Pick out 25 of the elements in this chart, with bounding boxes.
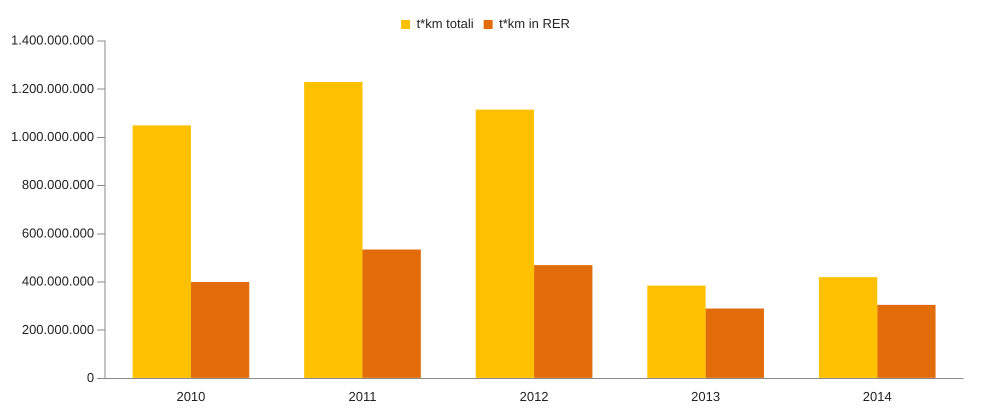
bar	[647, 286, 706, 378]
y-tick-label: 400.000.000	[22, 274, 94, 289]
y-tick-label: 800.000.000	[22, 177, 94, 192]
bar	[706, 308, 764, 378]
legend-label: t*km in RER	[499, 16, 570, 32]
y-tick-label: 0	[86, 370, 94, 385]
bar	[304, 82, 362, 378]
bar	[132, 125, 191, 378]
bar	[190, 282, 250, 378]
y-tick-label: 1.000.000.000	[10, 128, 94, 144]
y-tick-label: 1.400.000.000	[10, 32, 94, 48]
bar	[362, 249, 421, 378]
bar	[534, 265, 592, 378]
y-tick-label: 1.200.000.000	[10, 80, 94, 96]
x-tick-label: 2014	[862, 388, 892, 404]
legend-label: t*km totali	[416, 16, 474, 32]
x-tick-label: 2013	[691, 388, 720, 404]
bar	[877, 304, 936, 378]
bar	[818, 277, 878, 378]
x-tick-label: 2011	[348, 388, 376, 404]
y-tick-label: 200.000.000	[22, 322, 94, 337]
x-tick-label: 2012	[520, 388, 549, 404]
bar	[476, 110, 534, 378]
y-tick-label: 600.000.000	[22, 225, 94, 240]
x-tick-label: 2010	[176, 388, 206, 404]
